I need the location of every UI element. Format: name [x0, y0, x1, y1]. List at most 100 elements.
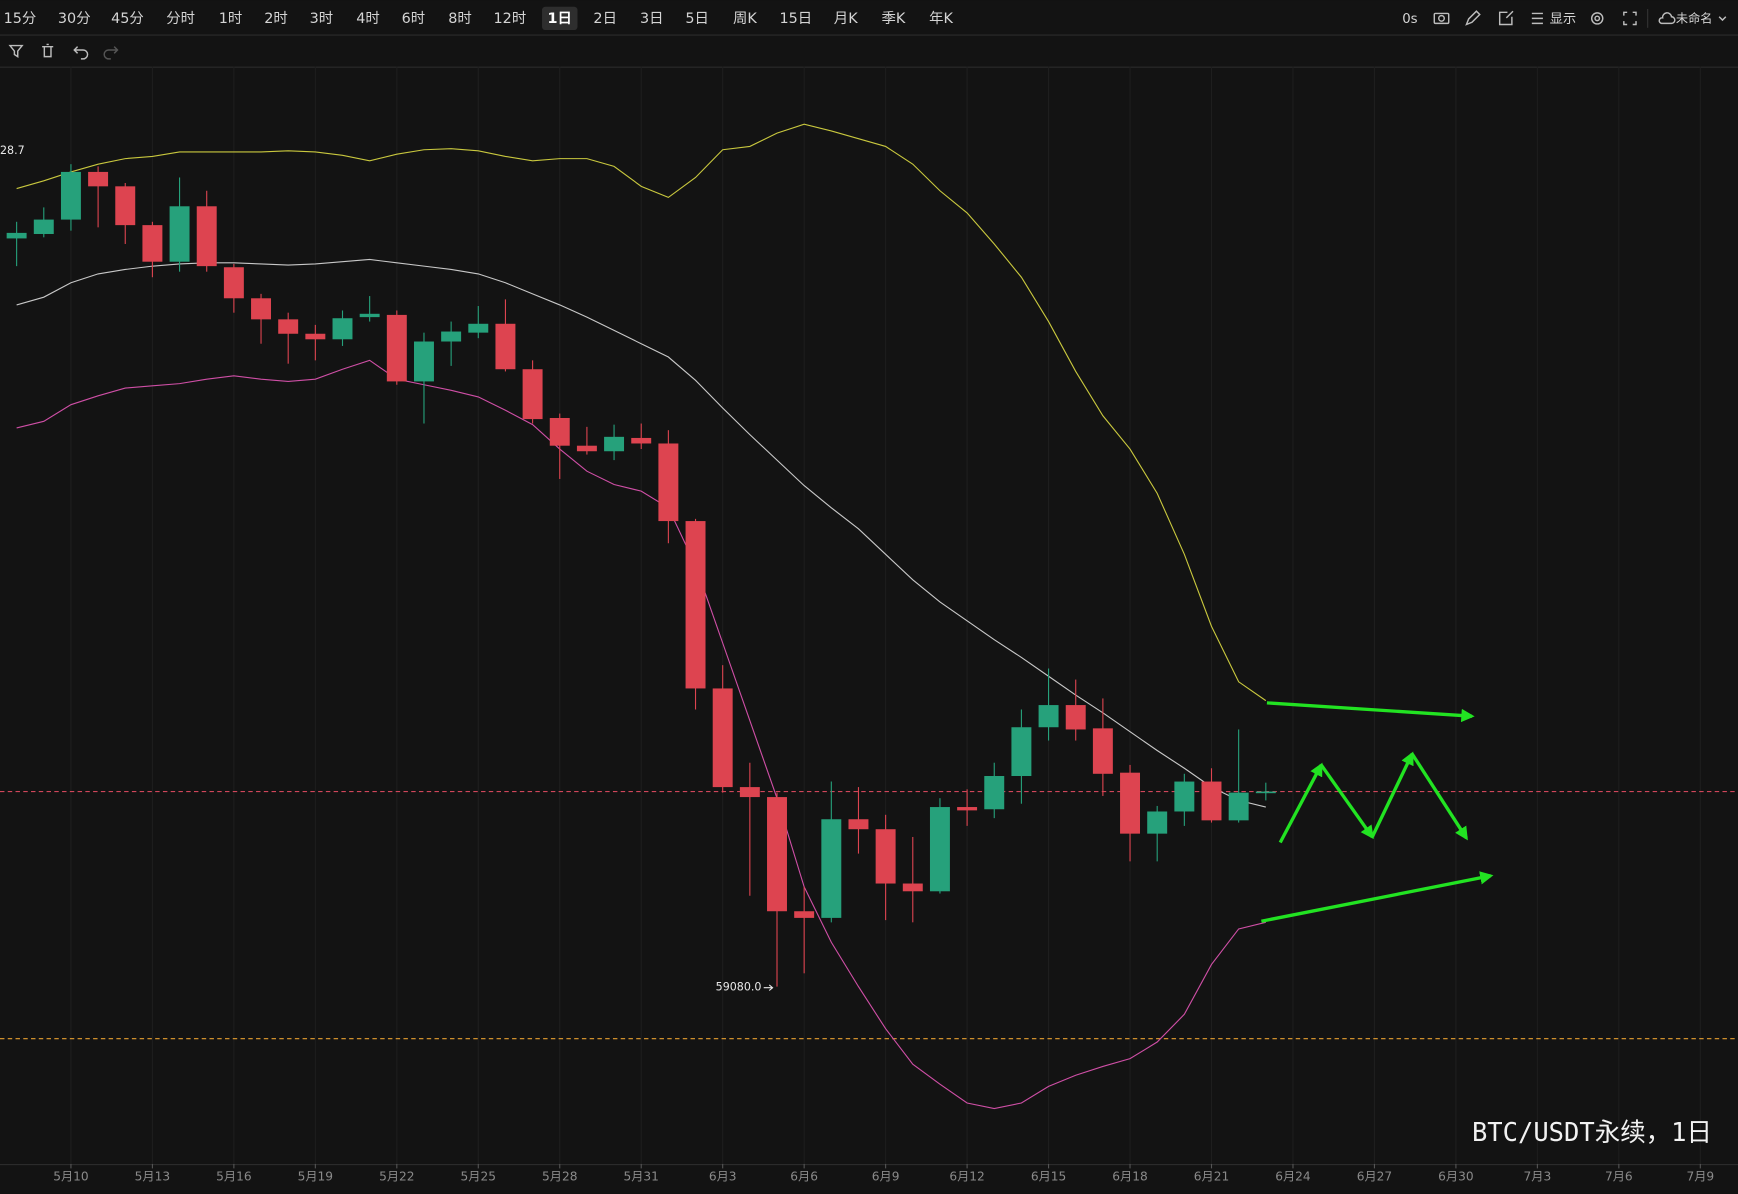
- interval-button[interactable]: 15日: [779, 11, 812, 27]
- watermark: BTC/USDT永续，1日: [1472, 1118, 1712, 1148]
- interval-button[interactable]: 2时: [264, 10, 288, 27]
- candle-body: [821, 819, 842, 918]
- interval-button[interactable]: 8时: [448, 10, 472, 27]
- interval-button[interactable]: 3日: [640, 11, 664, 27]
- arrow: [1261, 871, 1494, 923]
- candle-body: [1147, 811, 1168, 834]
- fullscreen-icon[interactable]: [1623, 11, 1637, 26]
- interval-button[interactable]: 周K: [733, 11, 757, 27]
- candle-body: [251, 298, 272, 320]
- list-icon[interactable]: [1531, 12, 1543, 25]
- band-line: [16, 123, 1267, 702]
- x-tick-label: 6月24: [1275, 1170, 1311, 1184]
- interval-button[interactable]: 1日: [548, 10, 572, 27]
- arrow: [1319, 763, 1374, 840]
- x-tick-label: 6月27: [1357, 1170, 1392, 1184]
- candle-body: [441, 331, 462, 342]
- candle-body: [196, 206, 217, 267]
- interval-toolbar: 15分 30分 45分 分时 1时 2时 3时 4时 6时 8时 12时 1日 2日 3日 5日 周K 15日 月…: [4, 6, 1713, 31]
- candle-body: [1092, 728, 1113, 774]
- band-line: [16, 359, 1266, 1110]
- candle-body: [468, 323, 489, 333]
- interval-button[interactable]: 1时: [219, 10, 243, 27]
- x-tick-label: 6月15: [1031, 1170, 1066, 1184]
- candle-body: [604, 436, 625, 452]
- interval-button[interactable]: 3时: [310, 10, 334, 27]
- candle-body: [576, 445, 597, 452]
- toolbar-label[interactable]: 显示: [1550, 12, 1577, 27]
- candle-body: [712, 688, 733, 788]
- x-tick-label: 5月22: [379, 1170, 414, 1184]
- candle-body: [1255, 791, 1276, 794]
- share-icon[interactable]: [1498, 10, 1514, 26]
- candle-body: [115, 186, 136, 226]
- candle-body: [658, 443, 679, 522]
- interval-button[interactable]: 6时: [402, 10, 426, 27]
- trash-icon[interactable]: [42, 43, 54, 58]
- candle-body: [957, 807, 978, 811]
- arrow: [1266, 701, 1475, 723]
- candle-body: [767, 797, 787, 912]
- interval-button[interactable]: 年K: [929, 10, 953, 27]
- x-tick-label: 5月31: [623, 1170, 658, 1184]
- candle-body: [794, 911, 815, 918]
- candle-body: [549, 417, 570, 446]
- candle-body: [332, 318, 353, 340]
- interval-button[interactable]: 月K: [834, 11, 858, 27]
- candle-body: [685, 521, 706, 689]
- candle-body: [902, 883, 923, 892]
- arrow: [1410, 752, 1468, 841]
- camera-icon[interactable]: [1433, 12, 1450, 25]
- candle-body: [522, 369, 543, 420]
- settings-icon[interactable]: [1590, 12, 1604, 25]
- candle-body: [1201, 781, 1222, 821]
- interval-button[interactable]: 15分: [4, 10, 37, 27]
- undo-icon[interactable]: [73, 46, 89, 60]
- x-tick-label: 6月6: [790, 1170, 818, 1184]
- interval-button[interactable]: 30分: [58, 10, 91, 27]
- interval-button[interactable]: 分时: [166, 10, 195, 27]
- candle-body: [278, 319, 299, 334]
- candle-body: [929, 807, 950, 892]
- pen-icon[interactable]: [1465, 10, 1481, 26]
- candle-body: [848, 819, 869, 830]
- x-tick-label: 5月25: [461, 1170, 496, 1184]
- x-tick-label: 6月9: [872, 1170, 900, 1184]
- redo-icon: [103, 46, 119, 60]
- x-tick-label: 6月3: [709, 1170, 737, 1184]
- interval-button[interactable]: 季K: [881, 10, 905, 27]
- active-interval-bg: [542, 6, 578, 31]
- x-tick-label: 5月13: [135, 1170, 170, 1184]
- interval-button[interactable]: 12时: [494, 10, 527, 27]
- toolbar-label[interactable]: 未命名: [1676, 10, 1713, 25]
- plot-area: 5月10 5月13 5月16 5月19 5月22 5月25 5月28 5月31 6月3 6月6 6月…: [0, 66, 1738, 1184]
- candle-body: [495, 323, 516, 370]
- candle-body: [223, 267, 244, 299]
- x-tick-label: 5月28: [542, 1170, 577, 1184]
- x-tick-label: 5月16: [216, 1170, 251, 1184]
- candle-body: [1174, 781, 1195, 812]
- candle-body: [169, 206, 190, 262]
- chevron-icon[interactable]: [1718, 16, 1727, 22]
- interval-button[interactable]: 2日: [593, 11, 617, 27]
- candle-body: [1120, 772, 1141, 834]
- candle-body: [1065, 705, 1086, 730]
- cloud-icon: [1658, 12, 1676, 25]
- low-marker-label: 59080.0: [716, 981, 762, 994]
- interval-button[interactable]: 45分: [111, 10, 144, 27]
- candle-body: [631, 437, 652, 444]
- filter-icon[interactable]: [8, 44, 24, 58]
- toolbar-label[interactable]: 0s: [1402, 12, 1417, 27]
- candle-body: [6, 232, 27, 239]
- interval-button[interactable]: 5日: [685, 11, 709, 27]
- candle-body: [359, 313, 380, 318]
- interval-button[interactable]: 4时: [356, 10, 380, 27]
- candle-body: [60, 171, 81, 220]
- candle-body: [88, 171, 109, 187]
- candle-body: [984, 776, 1005, 810]
- arrow: [1278, 762, 1323, 844]
- x-tick-label: 6月30: [1438, 1170, 1473, 1184]
- candle-body: [1011, 727, 1032, 777]
